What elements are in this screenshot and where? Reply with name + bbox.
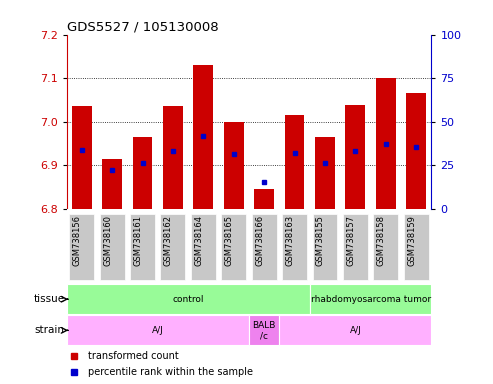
- Bar: [163, 106, 183, 209]
- Text: BALB
/c: BALB /c: [252, 321, 276, 340]
- Bar: [72, 106, 92, 209]
- FancyBboxPatch shape: [161, 214, 185, 280]
- FancyBboxPatch shape: [221, 214, 246, 280]
- Text: A/J: A/J: [350, 326, 361, 335]
- Bar: [67, 315, 249, 345]
- Bar: [224, 122, 244, 209]
- Bar: [254, 189, 274, 209]
- FancyBboxPatch shape: [282, 214, 307, 280]
- Text: GSM738166: GSM738166: [255, 215, 264, 266]
- FancyBboxPatch shape: [313, 214, 337, 280]
- Text: GDS5527 / 105130008: GDS5527 / 105130008: [67, 20, 218, 33]
- Text: strain: strain: [35, 325, 65, 335]
- Text: tissue: tissue: [34, 294, 65, 304]
- Bar: [315, 137, 335, 209]
- FancyBboxPatch shape: [191, 214, 216, 280]
- FancyBboxPatch shape: [252, 214, 277, 280]
- Text: GSM738159: GSM738159: [407, 215, 416, 266]
- Bar: [193, 65, 213, 209]
- Bar: [249, 315, 280, 345]
- Text: A/J: A/J: [152, 326, 164, 335]
- Bar: [102, 159, 122, 209]
- Bar: [133, 137, 152, 209]
- Bar: [406, 93, 426, 209]
- Bar: [346, 105, 365, 209]
- Text: GSM738162: GSM738162: [164, 215, 173, 266]
- Text: GSM738161: GSM738161: [134, 215, 142, 266]
- Text: GSM738155: GSM738155: [316, 215, 325, 266]
- Text: transformed count: transformed count: [88, 351, 179, 361]
- FancyBboxPatch shape: [130, 214, 155, 280]
- Bar: [284, 115, 305, 209]
- Bar: [376, 78, 396, 209]
- Text: rhabdomyosarcoma tumor: rhabdomyosarcoma tumor: [311, 295, 430, 304]
- Text: GSM738158: GSM738158: [377, 215, 386, 266]
- FancyBboxPatch shape: [404, 214, 428, 280]
- Text: GSM738160: GSM738160: [103, 215, 112, 266]
- FancyBboxPatch shape: [343, 214, 368, 280]
- Text: percentile rank within the sample: percentile rank within the sample: [88, 367, 253, 377]
- FancyBboxPatch shape: [373, 214, 398, 280]
- Text: GSM738163: GSM738163: [285, 215, 295, 266]
- Bar: [67, 284, 310, 314]
- Text: GSM738164: GSM738164: [194, 215, 204, 266]
- Text: control: control: [173, 295, 204, 304]
- Text: GSM738157: GSM738157: [347, 215, 355, 266]
- FancyBboxPatch shape: [70, 214, 94, 280]
- Bar: [280, 315, 431, 345]
- Bar: [310, 284, 431, 314]
- Text: GSM738156: GSM738156: [73, 215, 82, 266]
- FancyBboxPatch shape: [100, 214, 125, 280]
- Text: GSM738165: GSM738165: [225, 215, 234, 266]
